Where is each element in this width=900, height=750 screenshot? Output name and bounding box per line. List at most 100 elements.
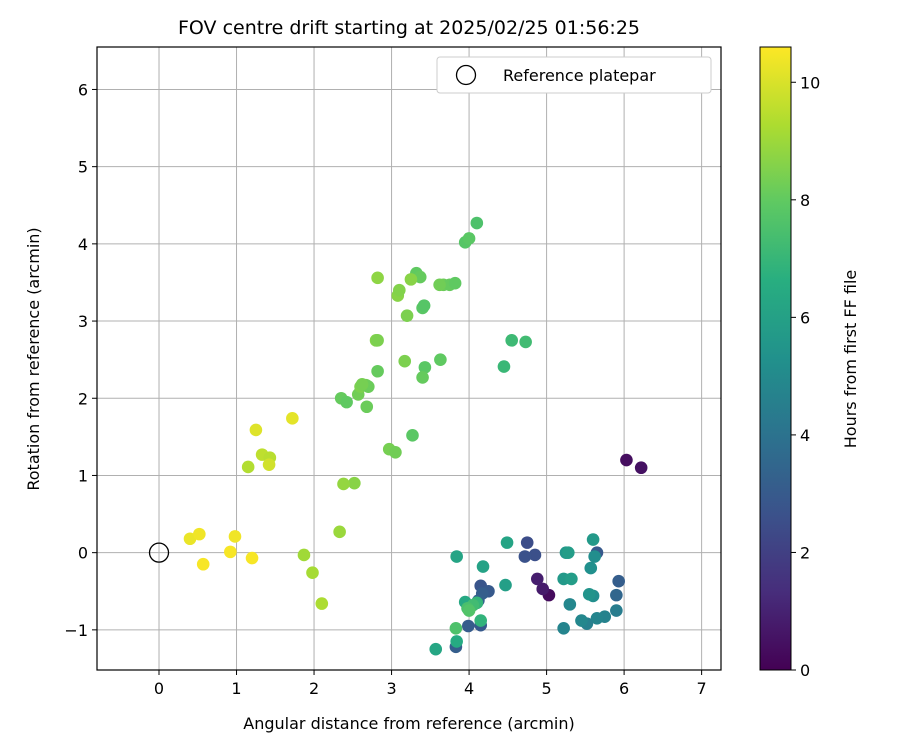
data-point <box>590 611 604 625</box>
data-point <box>360 400 374 414</box>
y-tick-label: −1 <box>64 621 88 640</box>
data-point <box>500 536 514 549</box>
data-point <box>400 309 414 322</box>
data-point <box>610 588 623 602</box>
data-point <box>228 530 242 543</box>
data-point <box>499 578 512 592</box>
data-point <box>582 588 596 601</box>
data-point <box>536 582 550 596</box>
y-axis-label: Rotation from reference (arcmin) <box>24 227 43 490</box>
data-point <box>337 477 350 491</box>
legend: Reference platepar <box>436 56 712 94</box>
data-point <box>224 545 237 559</box>
data-point <box>262 458 276 471</box>
plot-frame <box>96 46 722 671</box>
x-tick-label: 1 <box>231 679 241 698</box>
data-point <box>620 453 633 467</box>
data-point <box>612 574 625 588</box>
data-point <box>528 548 542 562</box>
data-point <box>518 550 532 563</box>
legend-box <box>436 56 712 94</box>
colorbar-gradient <box>759 46 792 671</box>
data-point <box>584 561 598 575</box>
data-point <box>371 364 384 378</box>
x-tick-label: 5 <box>541 679 551 698</box>
data-point <box>449 622 463 635</box>
scatter-points <box>183 216 648 656</box>
data-point <box>418 361 432 374</box>
data-point <box>561 546 575 559</box>
data-point <box>371 271 384 285</box>
data-point <box>371 334 384 347</box>
data-point <box>519 335 532 349</box>
data-point <box>557 622 570 635</box>
data-point <box>348 476 361 490</box>
data-point <box>505 334 519 347</box>
y-tick-label: 1 <box>78 466 88 485</box>
data-point <box>340 395 353 409</box>
x-axis-label: Angular distance from reference (arcmin) <box>243 714 574 733</box>
data-point <box>245 551 259 565</box>
data-point <box>355 378 369 391</box>
data-point <box>193 527 206 541</box>
x-tick-label: 2 <box>309 679 319 698</box>
data-point <box>520 536 534 549</box>
data-point <box>575 614 588 627</box>
x-tick-label: 6 <box>619 679 629 698</box>
data-point <box>434 353 447 366</box>
data-point <box>306 566 319 580</box>
x-tick-label: 3 <box>386 679 396 698</box>
data-point <box>286 412 299 425</box>
data-point <box>398 354 412 368</box>
data-point <box>474 614 488 627</box>
data-point <box>563 598 577 611</box>
data-point <box>448 276 462 290</box>
data-point <box>417 299 431 312</box>
data-point <box>530 572 544 586</box>
data-point <box>462 604 476 617</box>
colorbar-tick-label: 10 <box>800 73 820 92</box>
data-point <box>433 278 446 292</box>
data-point <box>196 557 210 571</box>
y-tick-label: 4 <box>78 235 88 254</box>
data-point <box>333 525 346 539</box>
data-point <box>450 635 463 648</box>
x-tick-label: 7 <box>697 679 707 698</box>
data-point <box>241 460 255 474</box>
data-point <box>586 533 600 546</box>
data-point <box>565 572 578 586</box>
y-tick-label: 2 <box>78 389 88 408</box>
data-point <box>634 461 648 475</box>
data-point <box>476 560 490 573</box>
colorbar-tick-label: 4 <box>800 426 810 445</box>
colorbar-tick-label: 0 <box>800 661 810 680</box>
colorbar-tick-label: 6 <box>800 308 810 327</box>
data-point <box>404 273 418 286</box>
reference-marker-group <box>148 542 170 563</box>
x-tick-label: 4 <box>464 679 474 698</box>
data-point <box>450 550 463 563</box>
colorbar-tick-label: 2 <box>800 543 810 562</box>
y-tick-label: 5 <box>78 158 88 177</box>
legend-marker-reference <box>455 64 477 86</box>
legend-entry-reference: Reference platepar <box>503 66 656 85</box>
data-point <box>183 532 197 546</box>
data-point <box>461 619 475 633</box>
y-tick-label: 6 <box>78 80 88 99</box>
data-point <box>393 283 406 297</box>
colorbar-label: Hours from first FF file <box>841 270 860 449</box>
data-point <box>315 597 329 610</box>
data-point <box>406 429 419 442</box>
y-tick-label: 0 <box>78 544 88 563</box>
data-point <box>610 604 623 617</box>
data-point <box>429 642 443 656</box>
chart-title: FOV centre drift starting at 2025/02/25 … <box>178 17 640 39</box>
y-tick-label: 3 <box>78 312 88 331</box>
data-point <box>588 550 601 563</box>
data-point <box>462 232 476 245</box>
data-point <box>416 371 429 384</box>
data-point <box>389 445 402 459</box>
data-point <box>249 423 263 437</box>
colorbar: 0 2 4 6 8 10 Hours from first FF file <box>759 46 860 680</box>
